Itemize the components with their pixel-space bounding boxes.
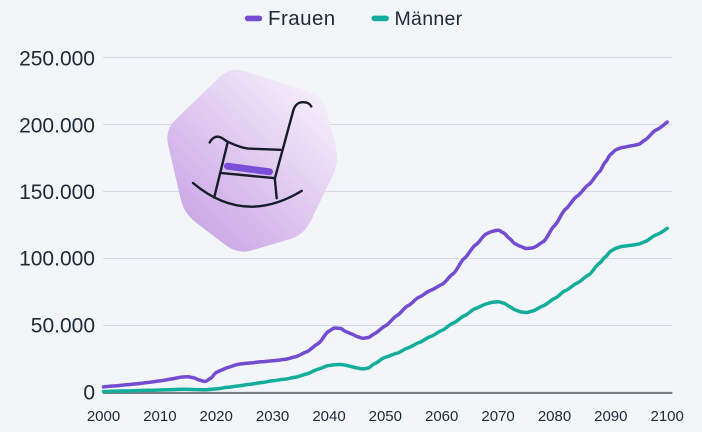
svg-text:2030: 2030 xyxy=(256,408,289,425)
svg-text:2090: 2090 xyxy=(594,408,627,425)
svg-text:Männer: Männer xyxy=(395,8,463,30)
svg-text:50.000: 50.000 xyxy=(31,315,95,338)
svg-text:2060: 2060 xyxy=(425,408,458,425)
svg-text:2010: 2010 xyxy=(143,408,176,425)
svg-text:0: 0 xyxy=(83,381,95,404)
svg-text:2080: 2080 xyxy=(538,408,571,425)
svg-text:250.000: 250.000 xyxy=(19,47,95,70)
svg-text:100.000: 100.000 xyxy=(19,248,95,271)
svg-text:150.000: 150.000 xyxy=(19,181,95,204)
svg-text:200.000: 200.000 xyxy=(19,115,95,138)
svg-text:2000: 2000 xyxy=(87,408,120,425)
svg-text:2050: 2050 xyxy=(369,408,402,425)
svg-text:2020: 2020 xyxy=(200,408,233,425)
svg-text:2070: 2070 xyxy=(481,408,514,425)
svg-text:2040: 2040 xyxy=(312,408,345,425)
svg-text:Frauen: Frauen xyxy=(268,7,336,30)
svg-text:2100: 2100 xyxy=(651,408,684,425)
